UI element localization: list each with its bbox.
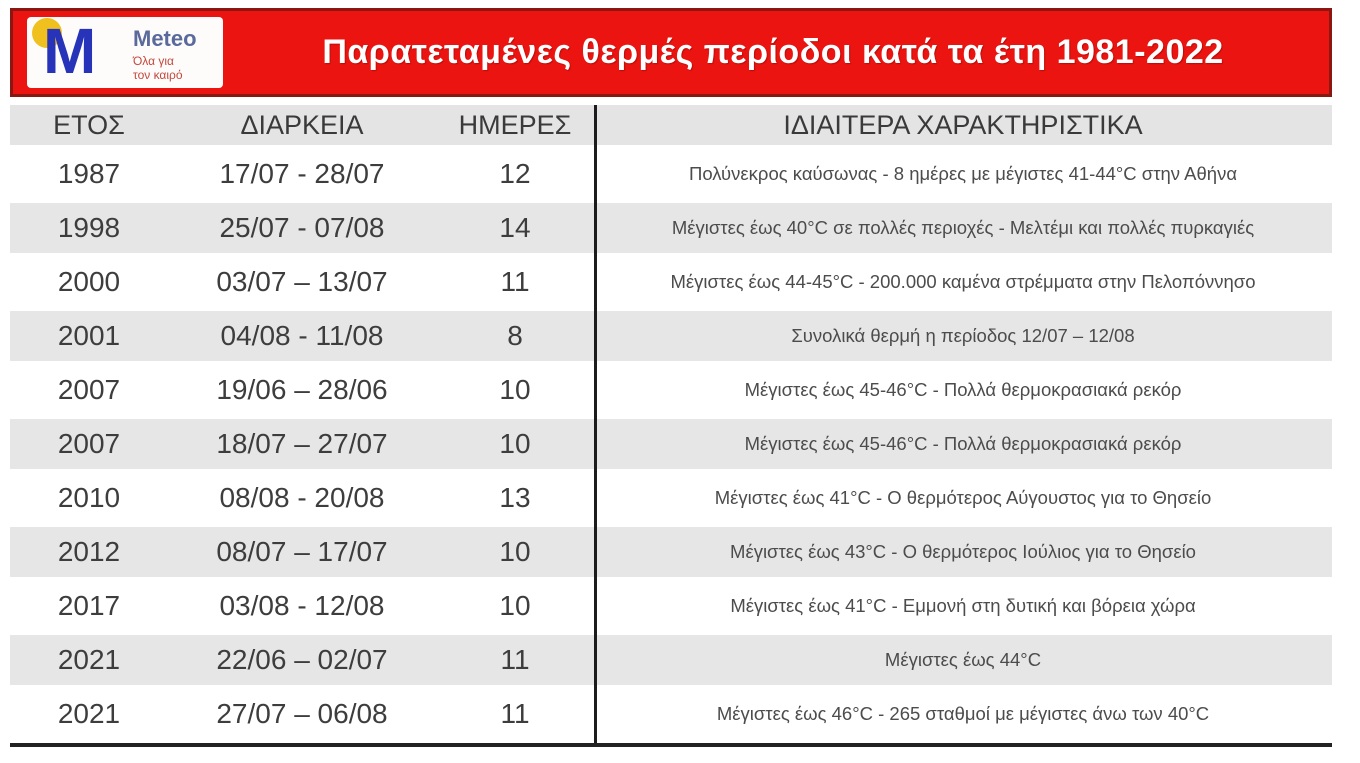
year-cell: 2012	[10, 525, 168, 581]
days-cell: 11	[436, 687, 594, 743]
duration-cell: 03/07 – 13/07	[168, 255, 436, 311]
characteristics-cell: Μέγιστες έως 46°C - 265 σταθμοί με μέγισ…	[594, 687, 1332, 743]
characteristics-cell: Μέγιστες έως 41°C - Ο θερμότερος Αύγουστ…	[594, 471, 1332, 527]
days-cell: 8	[436, 309, 594, 365]
duration-cell: 08/08 - 20/08	[168, 471, 436, 527]
logo-text: Meteo Όλα για τον καιρό	[133, 26, 197, 83]
year-cell: 2021	[10, 633, 168, 689]
days-cell: 10	[436, 417, 594, 473]
table-row: 2021 27/07 – 06/08 11 Μέγιστες έως 46°C - 2…	[10, 687, 1332, 743]
col-header-year: ΕΤΟΣ	[10, 105, 168, 149]
characteristics-cell: Μέγιστες έως 45-46°C - Πολλά θερμοκρασια…	[594, 417, 1332, 473]
characteristics-cell: Πολύνεκρος καύσωνας - 8 ημέρες με μέγιστ…	[594, 147, 1332, 203]
col-header-days: ΗΜΕΡΕΣ	[436, 105, 594, 149]
logo-tagline-line1: Όλα για	[133, 54, 174, 68]
characteristics-cell: Μέγιστες έως 43°C - Ο θερμότερος Ιούλιος…	[594, 525, 1332, 581]
table-body: 1987 17/07 - 28/07 12 Πολύνεκρος καύσωνας -…	[10, 147, 1332, 743]
duration-cell: 18/07 – 27/07	[168, 417, 436, 473]
table-row: 2010 08/08 - 20/08 13 Μέγιστες έως 41°C - Ο…	[10, 471, 1332, 527]
year-cell: 1998	[10, 201, 168, 257]
characteristics-cell: Μέγιστες έως 41°C - Εμμονή στη δυτική κα…	[594, 579, 1332, 635]
days-cell: 10	[436, 525, 594, 581]
characteristics-cell: Μέγιστες έως 45-46°C - Πολλά θερμοκρασια…	[594, 363, 1332, 419]
duration-cell: 17/07 - 28/07	[168, 147, 436, 203]
heat-periods-table-grid: ΕΤΟΣ ΔΙΑΡΚΕΙΑ ΗΜΕΡΕΣ ΙΔΙΑΙΤΕΡΑ ΧΑΡΑΚΤΗΡΙ…	[10, 105, 1332, 743]
days-cell: 14	[436, 201, 594, 257]
year-cell: 2021	[10, 687, 168, 743]
duration-cell: 22/06 – 02/07	[168, 633, 436, 689]
table-row: 2007 19/06 – 28/06 10 Μέγιστες έως 45-46°C …	[10, 363, 1332, 419]
characteristics-cell: Μέγιστες έως 44°C	[594, 633, 1332, 689]
logo-brand: Meteo	[133, 26, 197, 51]
duration-cell: 04/08 - 11/08	[168, 309, 436, 365]
days-cell: 11	[436, 633, 594, 689]
year-cell: 2000	[10, 255, 168, 311]
meteo-m-icon: M	[43, 17, 97, 87]
duration-cell: 27/07 – 06/08	[168, 687, 436, 743]
table-row: 2012 08/07 – 17/07 10 Μέγιστες έως 43°C - Ο…	[10, 525, 1332, 581]
duration-cell: 19/06 – 28/06	[168, 363, 436, 419]
days-cell: 11	[436, 255, 594, 311]
logo-tagline-line2: τον καιρό	[133, 68, 183, 82]
table-row: 1987 17/07 - 28/07 12 Πολύνεκρος καύσωνας -…	[10, 147, 1332, 203]
year-cell: 2007	[10, 363, 168, 419]
table-row: 2007 18/07 – 27/07 10 Μέγιστες έως 45-46°C …	[10, 417, 1332, 473]
page-title: Παρατεταμένες θερμές περίοδοι κατά τα έτ…	[322, 33, 1224, 71]
column-divider	[594, 105, 597, 743]
days-cell: 10	[436, 579, 594, 635]
heat-periods-table: ΕΤΟΣ ΔΙΑΡΚΕΙΑ ΗΜΕΡΕΣ ΙΔΙΑΙΤΕΡΑ ΧΑΡΑΚΤΗΡΙ…	[10, 105, 1332, 747]
table-row: 1998 25/07 - 07/08 14 Μέγιστες έως 40°C σε …	[10, 201, 1332, 257]
logo-sun-dot-icon	[32, 18, 62, 48]
duration-cell: 08/07 – 17/07	[168, 525, 436, 581]
year-cell: 2007	[10, 417, 168, 473]
meteo-logo: M Meteo Όλα για τον καιρό	[27, 17, 223, 88]
logo-tagline: Όλα για τον καιρό	[133, 54, 197, 82]
duration-cell: 25/07 - 07/08	[168, 201, 436, 257]
characteristics-cell: Μέγιστες έως 40°C σε πολλές περιοχές - Μ…	[594, 201, 1332, 257]
table-row: 2000 03/07 – 13/07 11 Μέγιστες έως 44-45°C …	[10, 255, 1332, 311]
col-header-duration: ΔΙΑΡΚΕΙΑ	[168, 105, 436, 149]
table-row: 2017 03/08 - 12/08 10 Μέγιστες έως 41°C - Ε…	[10, 579, 1332, 635]
characteristics-cell: Συνολικά θερμή η περίοδος 12/07 – 12/08	[594, 309, 1332, 365]
days-cell: 10	[436, 363, 594, 419]
table-row: 2021 22/06 – 02/07 11 Μέγιστες έως 44°C	[10, 633, 1332, 689]
year-cell: 2001	[10, 309, 168, 365]
days-cell: 13	[436, 471, 594, 527]
duration-cell: 03/08 - 12/08	[168, 579, 436, 635]
days-cell: 12	[436, 147, 594, 203]
col-header-characteristics: ΙΔΙΑΙΤΕΡΑ ΧΑΡΑΚΤΗΡΙΣΤΙΚΑ	[594, 105, 1332, 149]
table-row: 2001 04/08 - 11/08 8 Συνολικά θερμή η περίο…	[10, 309, 1332, 365]
header-banner: M Meteo Όλα για τον καιρό Παρατεταμένες …	[10, 8, 1332, 97]
year-cell: 1987	[10, 147, 168, 203]
year-cell: 2010	[10, 471, 168, 527]
characteristics-cell: Μέγιστες έως 44-45°C - 200.000 καμένα στ…	[594, 255, 1332, 311]
table-header-row: ΕΤΟΣ ΔΙΑΡΚΕΙΑ ΗΜΕΡΕΣ ΙΔΙΑΙΤΕΡΑ ΧΑΡΑΚΤΗΡΙ…	[10, 105, 1332, 149]
year-cell: 2017	[10, 579, 168, 635]
